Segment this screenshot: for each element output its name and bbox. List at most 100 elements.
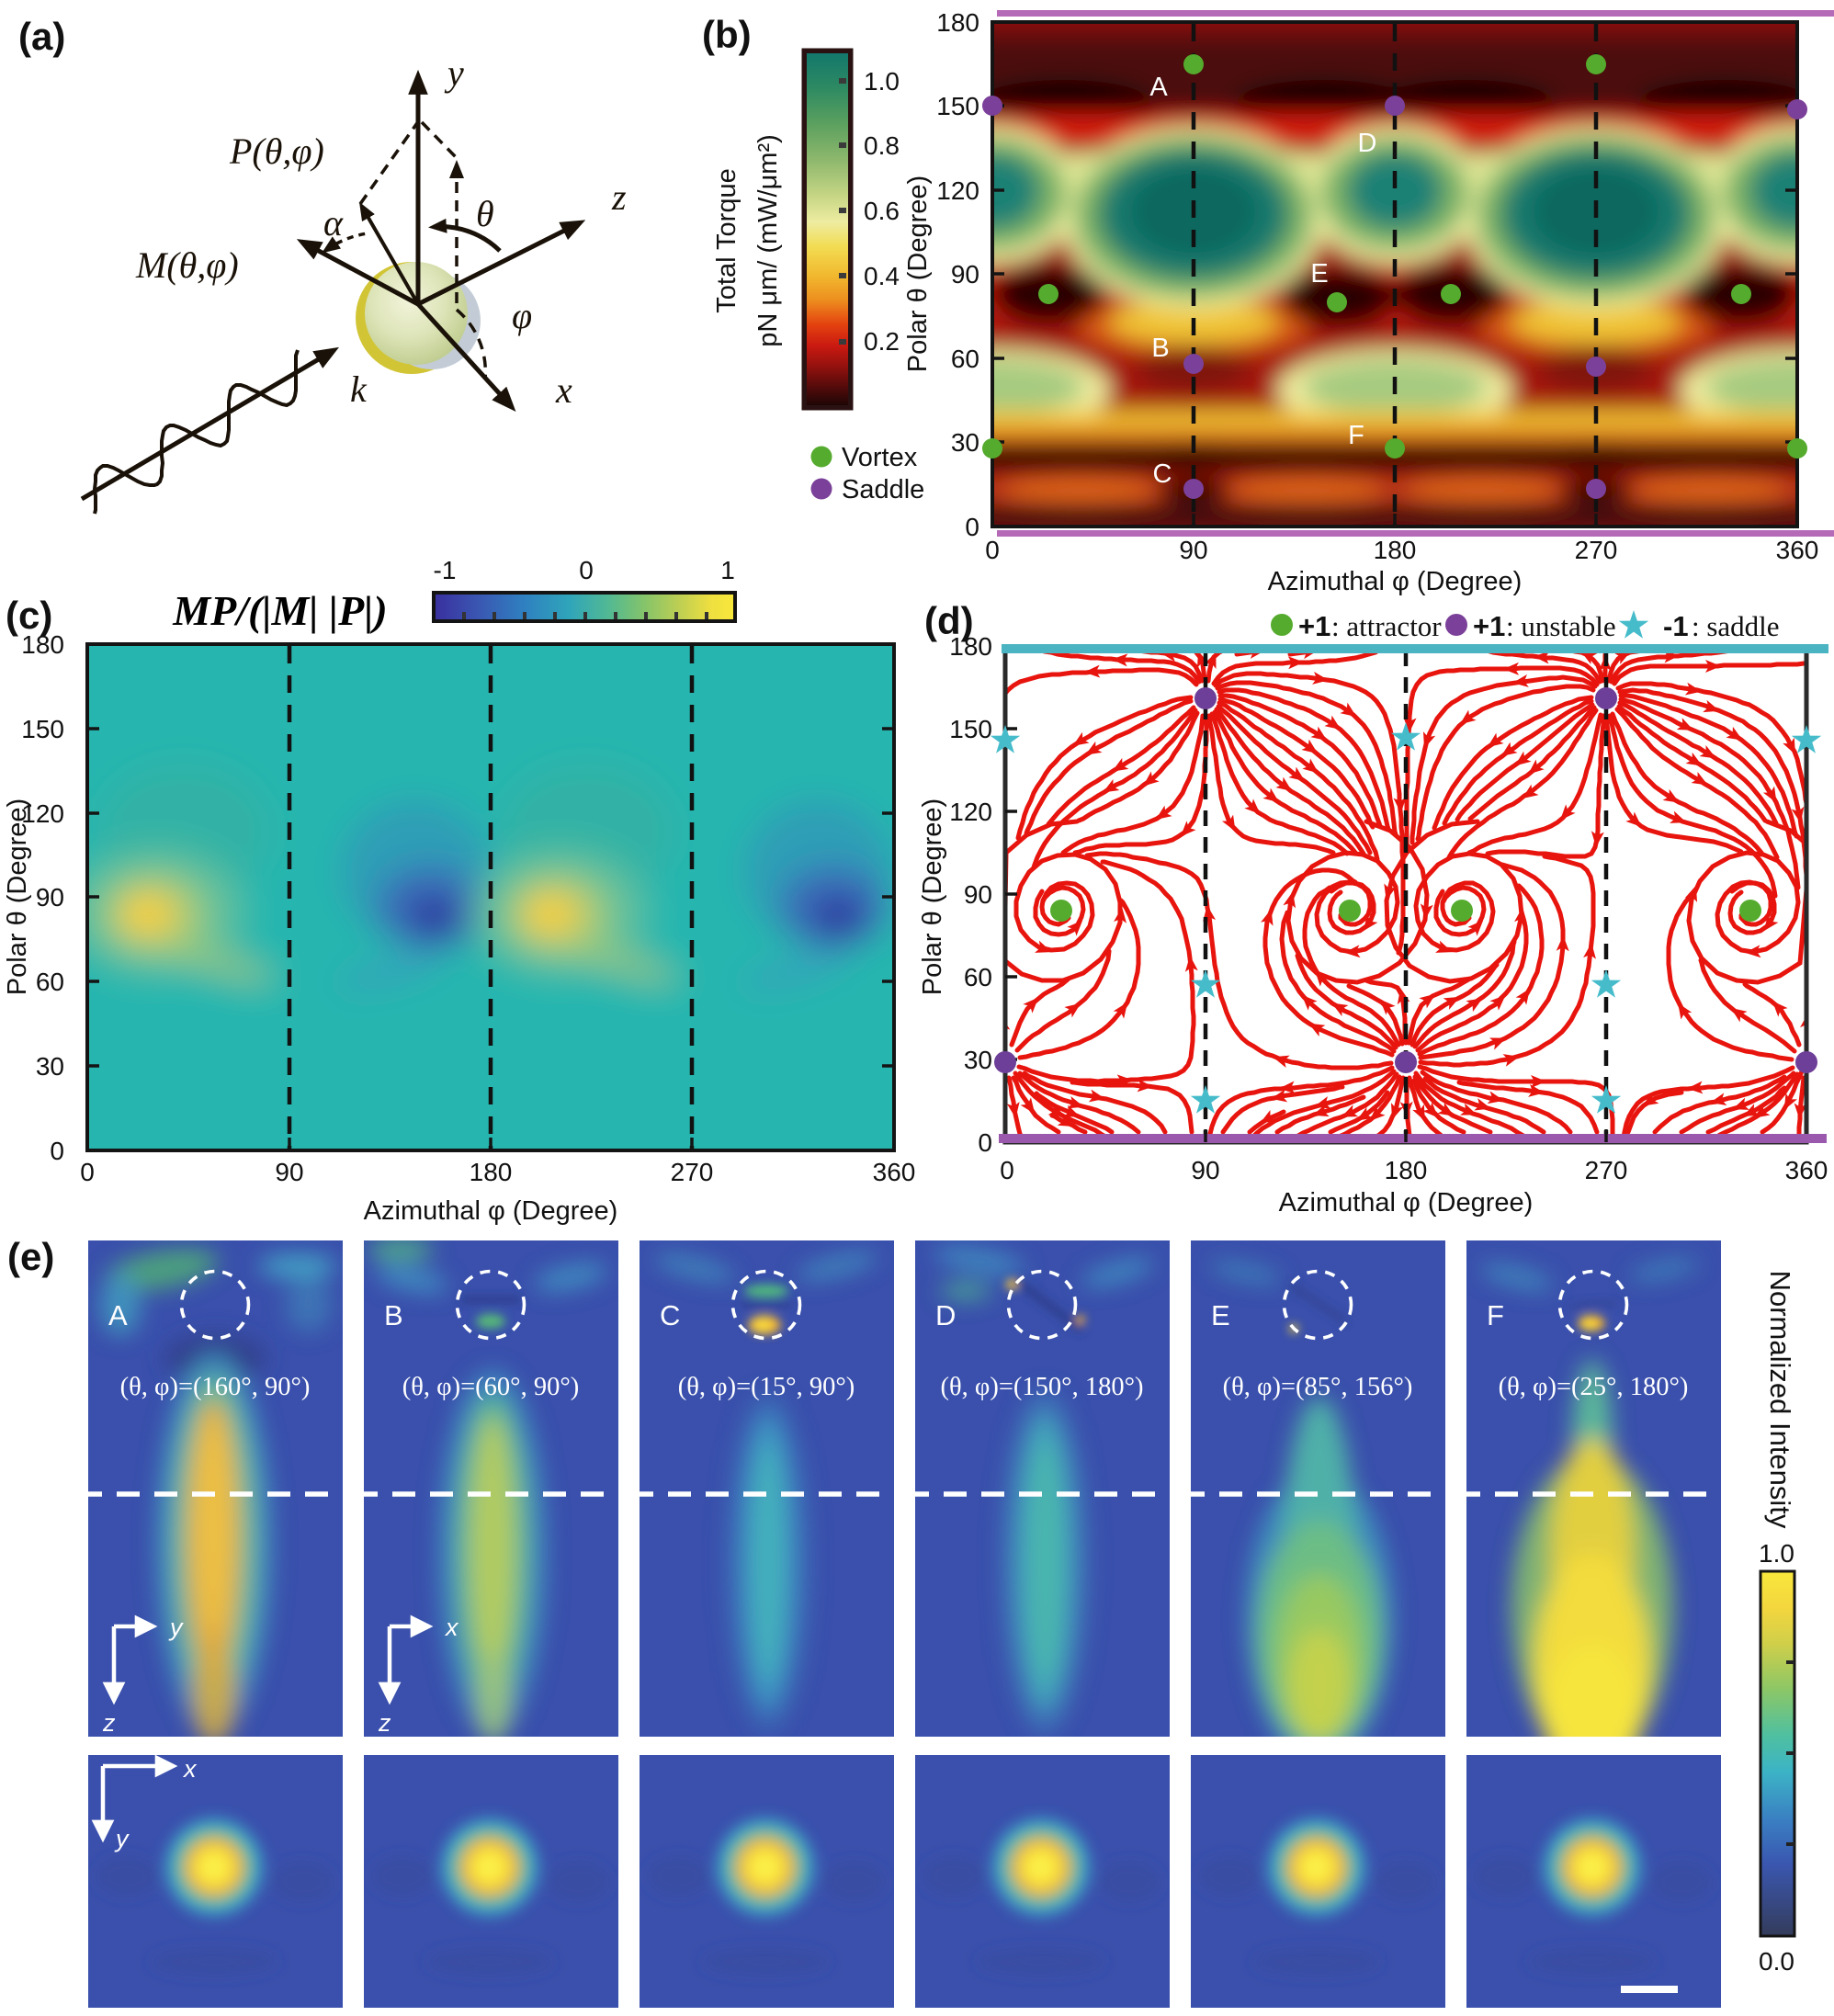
svg-text:1.0: 1.0 [864, 67, 900, 96]
svg-text:F: F [1348, 421, 1364, 450]
svg-text:90: 90 [951, 260, 979, 289]
svg-text:(a): (a) [18, 15, 65, 58]
svg-text:E: E [1310, 259, 1328, 289]
svg-text:180: 180 [1374, 536, 1417, 564]
svg-text:C: C [1153, 459, 1172, 489]
svg-text:(θ, φ)=(160°, 90°): (θ, φ)=(160°, 90°) [120, 1373, 311, 1401]
svg-text:A: A [108, 1299, 128, 1331]
svg-text:Azimuthal φ (Degree): Azimuthal φ (Degree) [364, 1196, 618, 1226]
svg-text:MP/(|M| |P|): MP/(|M| |P|) [172, 587, 387, 634]
svg-text:φ: φ [512, 295, 532, 336]
svg-text:y: y [114, 1825, 130, 1852]
svg-text:Vortex: Vortex [842, 443, 918, 472]
svg-text:-1: -1 [1663, 610, 1689, 642]
svg-text:Normalized Intensity: Normalized Intensity [1764, 1271, 1796, 1529]
svg-text:x: x [444, 1614, 459, 1641]
svg-text:270: 270 [671, 1158, 714, 1186]
svg-text:180: 180 [1385, 1156, 1428, 1184]
svg-text:y: y [168, 1614, 184, 1641]
svg-text:E: E [1211, 1299, 1230, 1331]
svg-text:180: 180 [936, 8, 979, 37]
svg-text:180: 180 [949, 632, 992, 661]
svg-text:Polar θ (Degree): Polar θ (Degree) [3, 798, 32, 995]
svg-text:z: z [611, 176, 627, 218]
svg-text:(b): (b) [702, 13, 752, 56]
svg-text:(e): (e) [7, 1235, 54, 1278]
svg-text:0: 0 [965, 513, 979, 541]
svg-text:150: 150 [21, 715, 64, 743]
svg-text:D: D [1358, 129, 1377, 158]
svg-text:90: 90 [964, 880, 992, 909]
svg-text:Total Torque: Total Torque [712, 168, 742, 312]
svg-text:0.2: 0.2 [864, 327, 900, 356]
svg-text:A: A [1149, 73, 1168, 102]
svg-text:0.4: 0.4 [864, 262, 900, 290]
svg-text:90: 90 [1179, 536, 1207, 564]
svg-text:-1: -1 [434, 556, 457, 584]
svg-text:0: 0 [579, 556, 594, 584]
svg-text:150: 150 [936, 92, 979, 120]
svg-text:30: 30 [964, 1046, 992, 1074]
svg-text:60: 60 [36, 968, 64, 996]
svg-text:120: 120 [949, 798, 992, 826]
svg-text:pN μm/ (mW/μm²): pN μm/ (mW/μm²) [753, 134, 783, 347]
svg-text:60: 60 [964, 963, 992, 991]
svg-text:z: z [102, 1709, 116, 1737]
svg-text:120: 120 [936, 176, 979, 205]
svg-text:B: B [384, 1299, 403, 1331]
svg-text:60: 60 [951, 345, 979, 373]
svg-text:: attractor: : attractor [1331, 610, 1442, 642]
svg-text:0: 0 [50, 1137, 64, 1165]
svg-text:x: x [555, 369, 572, 411]
svg-text:270: 270 [1585, 1156, 1628, 1184]
svg-text:30: 30 [36, 1052, 64, 1081]
svg-text:0: 0 [1000, 1156, 1014, 1184]
svg-text:0.0: 0.0 [1759, 1947, 1794, 1976]
svg-text:360: 360 [1785, 1156, 1828, 1184]
svg-text:0: 0 [80, 1158, 95, 1186]
svg-text:0: 0 [985, 536, 1000, 564]
svg-text:P(θ,φ): P(θ,φ) [229, 130, 324, 172]
svg-text:1.0: 1.0 [1759, 1539, 1794, 1568]
svg-text:360: 360 [873, 1158, 916, 1186]
svg-text:(θ, φ)=(150°, 180°): (θ, φ)=(150°, 180°) [941, 1373, 1144, 1401]
svg-text:0: 0 [978, 1128, 992, 1157]
svg-text:120: 120 [21, 799, 64, 828]
svg-text:90: 90 [36, 883, 64, 912]
svg-text:30: 30 [951, 428, 979, 457]
svg-text:Polar θ (Degree): Polar θ (Degree) [918, 798, 947, 995]
svg-text:F: F [1487, 1299, 1504, 1331]
svg-text:1: 1 [720, 556, 735, 584]
svg-text:k: k [350, 368, 368, 410]
svg-text:D: D [935, 1299, 956, 1331]
svg-text:180: 180 [470, 1158, 513, 1186]
svg-text:+1: +1 [1473, 610, 1505, 642]
svg-text:+1: +1 [1298, 610, 1330, 642]
svg-text:90: 90 [275, 1158, 303, 1186]
svg-text:150: 150 [949, 715, 992, 743]
svg-text:y: y [444, 52, 464, 94]
svg-text:Polar θ (Degree): Polar θ (Degree) [903, 176, 933, 372]
svg-text:180: 180 [21, 630, 64, 659]
svg-text:(θ, φ)=(85°, 156°): (θ, φ)=(85°, 156°) [1223, 1373, 1413, 1401]
svg-text:α: α [323, 202, 344, 244]
svg-text:(θ, φ)=(60°, 90°): (θ, φ)=(60°, 90°) [402, 1373, 579, 1401]
svg-text:z: z [378, 1709, 391, 1737]
svg-text:Azimuthal φ (Degree): Azimuthal φ (Degree) [1268, 567, 1523, 596]
svg-text:270: 270 [1575, 536, 1618, 564]
svg-text:B: B [1151, 334, 1169, 363]
svg-text:0.8: 0.8 [864, 131, 900, 160]
svg-text:Azimuthal φ (Degree): Azimuthal φ (Degree) [1279, 1188, 1534, 1218]
svg-text:0.6: 0.6 [864, 197, 900, 225]
svg-text:θ: θ [476, 193, 494, 234]
svg-text:(c): (c) [6, 594, 52, 637]
svg-text:(θ, φ)=(15°, 90°): (θ, φ)=(15°, 90°) [678, 1373, 855, 1401]
svg-text:: saddle: : saddle [1692, 610, 1780, 642]
svg-text:x: x [182, 1755, 198, 1783]
svg-text:C: C [660, 1299, 680, 1331]
svg-text:: unstable: : unstable [1506, 610, 1616, 642]
svg-text:90: 90 [1191, 1156, 1219, 1184]
svg-text:Saddle: Saddle [842, 475, 924, 504]
svg-text:360: 360 [1776, 536, 1819, 564]
svg-text:(d): (d) [924, 599, 974, 642]
